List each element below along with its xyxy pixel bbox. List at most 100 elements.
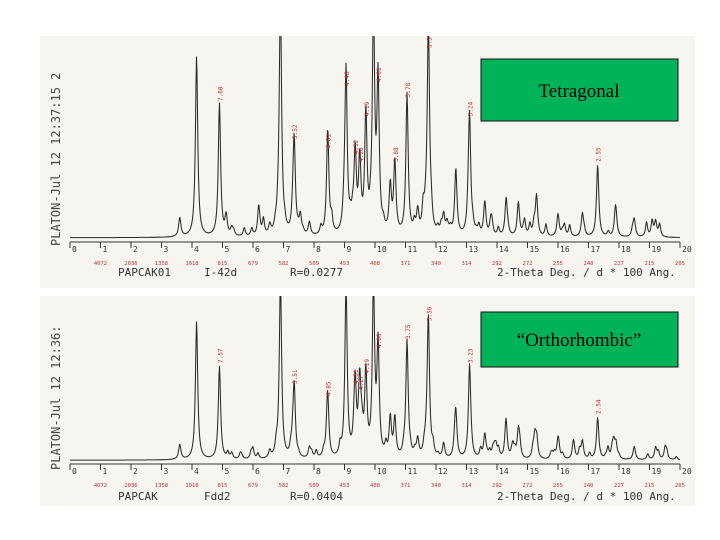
x-tick-label: 19 [652,245,662,254]
x-tick-label: 11 [408,467,418,476]
peak-label: 4.48 [344,71,351,86]
peak-label: 4.00 [376,333,383,348]
x-tick-label: 5 [225,245,230,254]
d-spacing-tick-label: 453 [340,261,350,267]
x-tick-label: 16 [560,467,570,476]
x-tick-label: 20 [682,245,692,254]
peak-label: 4.85 [326,381,333,396]
d-spacing-tick-label: 815 [218,261,228,267]
d-spacing-tick-label: 1018 [185,483,198,489]
compound-name: PAPCAK01 [118,266,171,279]
peak-label: 2.54 [596,399,603,414]
d-spacing-tick-label: 509 [309,261,319,267]
d-spacing-tick-label: 408 [370,261,380,267]
x-tick-label: 15 [530,467,540,476]
d-spacing-tick-label: 679 [248,261,258,267]
x-tick-label: 9 [347,245,352,254]
peak-label: 4.19 [364,359,371,374]
peak-label: 3.5 [426,37,433,48]
peak-label: 4.81 [326,134,333,149]
peak-label: 5.51 [292,369,299,384]
d-spacing-tick-label: 408 [370,483,380,489]
d-spacing-tick-label: 815 [218,483,228,489]
x-tick-label: 4 [194,467,199,476]
label-box-text: “Orthorhombic” [517,330,642,351]
d-spacing-tick-label: 582 [279,261,289,267]
d-spacing-tick-label: 255 [553,483,563,489]
panel-info-line: PAPCAK01 I-42d R=0.0277 2-Theta Deg. / d… [118,266,676,279]
x-tick-label: 9 [347,467,352,476]
d-spacing-tick-label: 2036 [124,483,137,489]
x-tick-label: 13 [469,467,479,476]
pattern-panel-orthorhombic: PLATON-Jul 12 12:36: 7.57 5.51 4.85 4.314.2… [40,296,695,506]
diffraction-trace [69,36,681,239]
x-tick-label: 12 [438,245,448,254]
x-tick-label: 20 [682,467,692,476]
d-spacing-tick-label: 1358 [155,483,168,489]
label-box-text: Tetragonal [539,81,620,102]
d-spacing-tick-label: 292 [492,261,502,267]
d-spacing-tick-label: 314 [462,483,473,489]
peak-label: 5.52 [292,124,299,139]
space-group: I-42d [204,266,237,279]
d-spacing-tick-label: 509 [309,483,319,489]
peak-label: 2.55 [596,147,603,162]
panel-header: PLATON-Jul 12 12:37:15 2 [49,73,63,246]
peak-label: 4.27 [358,375,365,390]
x-tick-label: 8 [316,245,321,254]
x-tick-label: 15 [530,245,540,254]
x-tick-label: 0 [72,245,77,254]
diffraction-trace [69,296,681,461]
label-box [480,58,679,122]
d-spacing-tick-label: 679 [248,483,258,489]
x-tick-label: 16 [560,245,570,254]
r-factor: R=0.0404 [290,490,343,503]
d-spacing-tick-label: 240 [584,483,594,489]
panel-header: PLATON-Jul 12 12:36: [49,326,63,471]
peak-label: 7.57 [218,348,225,363]
label-box [480,311,679,368]
d-spacing-tick-label: 205 [675,261,685,267]
x-tick-label: 5 [225,467,230,476]
x-tick-label: 17 [591,467,601,476]
x-tick-label: 6 [255,467,260,476]
peak-label: 4.31 [353,369,360,384]
x-tick-label: 6 [255,245,260,254]
panel-info-line: PAPCAK Fdd2 R=0.0404 2-Theta Deg. / d * … [118,490,676,503]
peak-label: 4.32 [353,139,360,154]
x-tick-label: 17 [591,245,601,254]
d-spacing-tick-label: 2036 [124,261,137,267]
x-tick-label: 7 [286,467,291,476]
d-spacing-tick-label: 4072 [94,261,107,267]
x-tick-label: 14 [499,245,509,254]
peak-label: 4.01 [376,67,383,82]
d-spacing-tick-label: 215 [645,261,655,267]
d-spacing-tick-label: 1018 [185,261,198,267]
peak-label: 3.88 [393,147,400,162]
d-spacing-tick-label: 227 [614,261,624,267]
peak-label: 4.26 [358,147,365,162]
x-tick-label: 10 [377,245,387,254]
x-tick-label: 18 [621,245,631,254]
pattern-panel-tetragonal: PLATON-Jul 12 12:37:15 2 7.60 5.52 4.81 4.4… [40,36,695,288]
peak-label: 3.23 [468,348,475,363]
x-tick-label: 3 [164,245,169,254]
x-tick-label: 3 [164,467,169,476]
d-spacing-tick-label: 453 [340,483,350,489]
x-axis-label: 2-Theta Deg. / d * 100 Ang. [497,490,676,503]
x-tick-label: 11 [408,245,418,254]
r-factor: R=0.0277 [290,266,343,279]
x-tick-label: 8 [316,467,321,476]
x-tick-label: 2 [133,467,138,476]
d-spacing-tick-label: 255 [553,261,563,267]
d-spacing-tick-label: 371 [401,483,411,489]
x-tick-label: 14 [499,467,509,476]
d-spacing-tick-label: 314 [462,261,473,267]
peak-label: 3.75 [405,324,412,339]
x-tick-label: 19 [652,467,662,476]
x-tick-label: 0 [72,467,77,476]
x-tick-label: 10 [377,467,387,476]
space-group: Fdd2 [204,490,231,503]
x-tick-label: 7 [286,245,291,254]
